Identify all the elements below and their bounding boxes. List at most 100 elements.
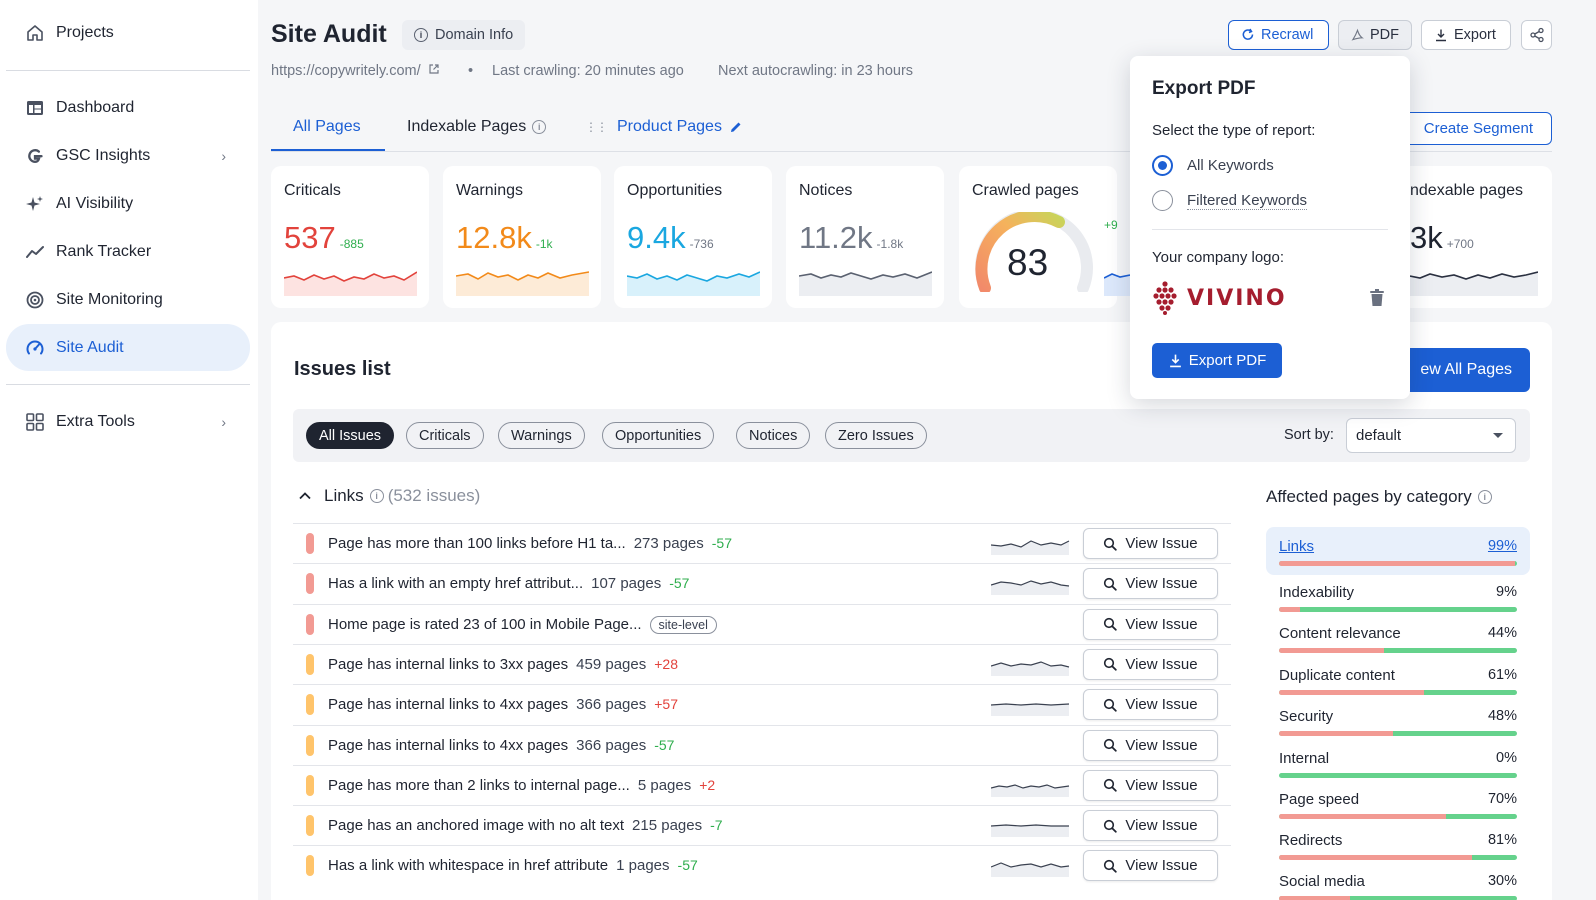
affected-category-internal: Internal 0%	[1279, 750, 1517, 778]
category-progress-fill	[1279, 896, 1351, 900]
radio-all-keywords[interactable]: All Keywords	[1152, 155, 1274, 176]
caret-down-icon	[1493, 433, 1503, 438]
view-issue-label: View Issue	[1125, 575, 1198, 593]
sidebar-item-dashboard[interactable]: Dashboard	[6, 85, 250, 131]
metric-card-crawled-pages[interactable]: Crawled pages 83 +9	[959, 166, 1130, 308]
tab-all-pages[interactable]: All Pages	[293, 118, 361, 135]
card-value: 83	[1007, 242, 1049, 283]
issue-row[interactable]: Page has internal links to 3xx pages 459 …	[293, 643, 1231, 684]
export-pdf-label: Export PDF	[1188, 352, 1267, 369]
chevron-right-icon: ›	[221, 414, 226, 430]
metric-card-opportunities[interactable]: Opportunities 9.4k -736	[614, 166, 772, 308]
recrawl-button[interactable]: Recrawl	[1228, 20, 1329, 50]
filter-criticals[interactable]: Criticals	[406, 422, 484, 449]
view-issue-button[interactable]: View Issue	[1083, 528, 1218, 559]
view-issue-button[interactable]: View Issue	[1083, 729, 1218, 761]
radio-filtered-keywords[interactable]: Filtered Keywords	[1152, 190, 1308, 211]
share-button[interactable]	[1521, 20, 1552, 50]
affected-title-text: Affected pages by category	[1266, 487, 1472, 506]
issue-row[interactable]: Page has internal links to 4xx pages 366 …	[293, 684, 1231, 724]
metric-card-criticals[interactable]: Criticals 537 -885	[271, 166, 429, 308]
issue-row[interactable]: Has a link with whitespace in href attri…	[293, 845, 1231, 885]
issue-pages: 5 pages	[637, 776, 692, 794]
issue-pages: 459 pages	[576, 655, 647, 673]
issue-row[interactable]: Page has internal links to 4xx pages 366 …	[293, 724, 1231, 765]
tab-product-pages[interactable]: ⋮⋮ Product Pages	[585, 118, 743, 136]
affected-category-content-relevance: Content relevance 44%	[1279, 625, 1517, 653]
links-group-toggle[interactable]: Links i (532 issues)	[298, 486, 480, 506]
trash-icon[interactable]	[1369, 289, 1385, 307]
view-issue-button[interactable]: View Issue	[1083, 608, 1218, 640]
metric-card-indexable-pages[interactable]: ndexable pages 3k +700	[1394, 166, 1552, 308]
category-progress-bar	[1279, 731, 1517, 736]
radio-label: All Keywords	[1187, 157, 1274, 174]
download-icon	[1169, 354, 1181, 368]
export-button[interactable]: Export	[1421, 20, 1511, 50]
category-label: Links	[1279, 538, 1315, 555]
filter-notices[interactable]: Notices	[736, 422, 811, 449]
category-percent: 99%	[1487, 538, 1517, 554]
category-progress-bar	[1279, 896, 1517, 900]
card-title: Criticals	[284, 182, 341, 199]
sidebar-item-site-monitoring[interactable]: Site Monitoring	[6, 277, 250, 323]
create-segment-button[interactable]: Create Segment	[1400, 112, 1552, 145]
filter-all-issues[interactable]: All Issues	[306, 422, 395, 449]
search-icon	[1104, 537, 1118, 551]
view-issue-label: View Issue	[1125, 817, 1198, 835]
card-delta: -885	[339, 237, 364, 251]
filter-opportunities[interactable]: Opportunities	[602, 422, 715, 449]
view-all-pages-button[interactable]: ew All Pages	[1400, 348, 1530, 392]
info-icon: i	[369, 489, 384, 503]
issue-pages: 1 pages	[616, 857, 670, 875]
card-value: 9.4k	[627, 220, 686, 255]
metric-card-notices[interactable]: Notices 11.2k -1.8k	[786, 166, 944, 308]
issue-row[interactable]: Home page is rated 23 of 100 in Mobile P…	[293, 603, 1231, 644]
sidebar-item-gsc-insights[interactable]: GSC Insights ›	[6, 133, 250, 179]
view-issue-button[interactable]: View Issue	[1083, 850, 1218, 882]
popover-title: Export PDF	[1152, 78, 1256, 99]
issue-sparkline	[991, 784, 1070, 797]
logo-label: Your company logo:	[1152, 249, 1285, 266]
sidebar-item-extra-tools[interactable]: Extra Tools ›	[6, 399, 250, 445]
issue-row[interactable]: Page has an anchored image with no alt t…	[293, 805, 1231, 845]
category-label: Security	[1279, 708, 1334, 725]
issue-sparkline	[991, 703, 1070, 717]
metric-card-warnings[interactable]: Warnings 12.8k -1k	[443, 166, 601, 308]
view-issue-button[interactable]: View Issue	[1083, 769, 1218, 801]
domain-info-button[interactable]: i Domain Info	[402, 20, 526, 50]
bullet-separator: •	[468, 63, 474, 79]
category-progress-bar	[1279, 855, 1517, 860]
category-label: Indexability	[1279, 584, 1355, 601]
site-url-link[interactable]: https://copywritely.com/	[271, 63, 440, 79]
card-value-wrap: 12.8k -1k	[456, 220, 553, 256]
sort-select[interactable]: default	[1346, 418, 1516, 453]
sidebar-item-ai-visibility[interactable]: AI Visibility	[6, 181, 250, 227]
issue-row[interactable]: Page has more than 100 links before H1 t…	[293, 523, 1231, 563]
view-issue-button[interactable]: View Issue	[1083, 648, 1218, 680]
view-issue-button[interactable]: View Issue	[1083, 810, 1218, 842]
logo-text: VIVINO	[1187, 285, 1287, 311]
issue-delta: +57	[654, 696, 678, 713]
view-issue-label: View Issue	[1125, 857, 1198, 875]
export-pdf-submit-button[interactable]: Export PDF	[1152, 343, 1282, 378]
pdf-button[interactable]: PDF	[1338, 20, 1412, 50]
issue-row[interactable]: Page has more than 2 links to internal p…	[293, 764, 1231, 805]
issue-title: Home page is rated 23 of 100 in Mobile P…	[328, 615, 642, 633]
issue-pages: 273 pages	[633, 535, 704, 552]
view-issue-button[interactable]: View Issue	[1083, 568, 1218, 600]
search-icon	[1104, 859, 1118, 873]
drag-handle-icon[interactable]: ⋮⋮	[585, 120, 608, 134]
category-label: Content relevance	[1279, 625, 1401, 642]
affected-category-links[interactable]: Links 99%	[1279, 538, 1517, 566]
view-issue-button[interactable]: View Issue	[1083, 689, 1218, 721]
issue-delta: -57	[677, 857, 698, 874]
filter-zero-issues[interactable]: Zero Issues	[825, 422, 927, 449]
pencil-icon[interactable]	[729, 120, 743, 134]
tab-indexable-pages[interactable]: Indexable Pages i	[407, 118, 547, 136]
category-progress-bar	[1279, 814, 1517, 819]
sidebar-item-rank-tracker[interactable]: Rank Tracker	[6, 229, 250, 275]
filter-warnings[interactable]: Warnings	[498, 422, 585, 449]
sidebar-item-projects[interactable]: Projects	[6, 10, 250, 56]
issue-row[interactable]: Has a link with an empty href attribut..…	[293, 563, 1231, 603]
sidebar-item-site-audit[interactable]: Site Audit	[6, 324, 250, 371]
